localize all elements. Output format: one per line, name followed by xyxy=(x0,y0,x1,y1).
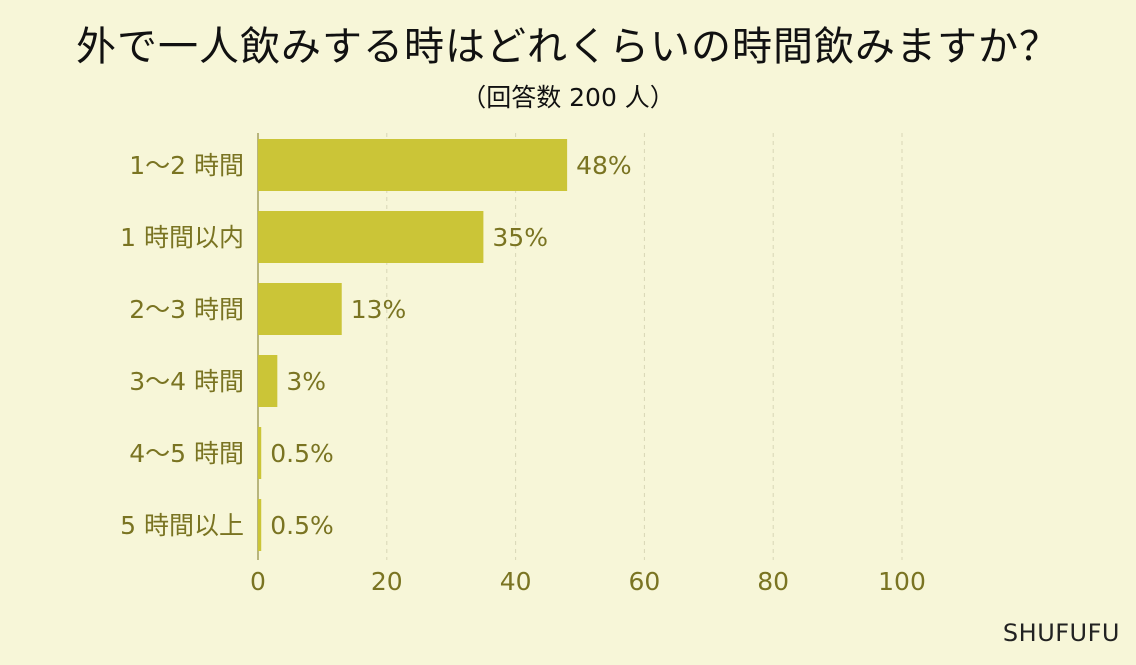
bar xyxy=(258,355,278,407)
x-tick-label: 80 xyxy=(757,567,789,596)
x-tick-label: 0 xyxy=(250,567,266,596)
x-axis-ticks: 0 20 40 60 80 100 xyxy=(250,567,926,596)
x-tick-label: 100 xyxy=(878,567,926,596)
value-label: 3% xyxy=(286,367,326,396)
value-label: 35% xyxy=(492,223,548,252)
value-label: 48% xyxy=(576,151,632,180)
bar xyxy=(258,283,342,335)
chart-title: 外で一人飲みする時はどれくらいの時間飲みますか？ xyxy=(76,24,1060,70)
value-label: 0.5% xyxy=(270,511,334,540)
bar xyxy=(258,499,262,551)
category-label: 5 時間以上 xyxy=(120,511,244,540)
bar xyxy=(258,427,262,479)
chart-subtitle: （回答数 200 人） xyxy=(461,83,675,112)
value-labels: 48% 35% 13% 3% 0.5% 0.5% xyxy=(270,151,631,540)
category-label: 3～4 時間 xyxy=(129,367,244,396)
bar xyxy=(258,211,484,263)
category-label: 1 時間以内 xyxy=(120,223,244,252)
x-tick-label: 40 xyxy=(500,567,532,596)
grid-lines xyxy=(257,133,903,560)
x-tick-label: 60 xyxy=(628,567,660,596)
value-label: 13% xyxy=(351,295,407,324)
category-label: 1～2 時間 xyxy=(129,151,244,180)
bars xyxy=(258,139,568,551)
category-label: 2～3 時間 xyxy=(129,295,244,324)
value-label: 0.5% xyxy=(270,439,334,468)
x-tick-label: 20 xyxy=(371,567,403,596)
bar xyxy=(258,139,568,191)
category-label: 4～5 時間 xyxy=(129,439,244,468)
brand-label: SHUFUFU xyxy=(1002,619,1120,647)
category-labels: 1～2 時間 1 時間以内 2～3 時間 3～4 時間 4～5 時間 5 時間以上 xyxy=(120,151,244,540)
